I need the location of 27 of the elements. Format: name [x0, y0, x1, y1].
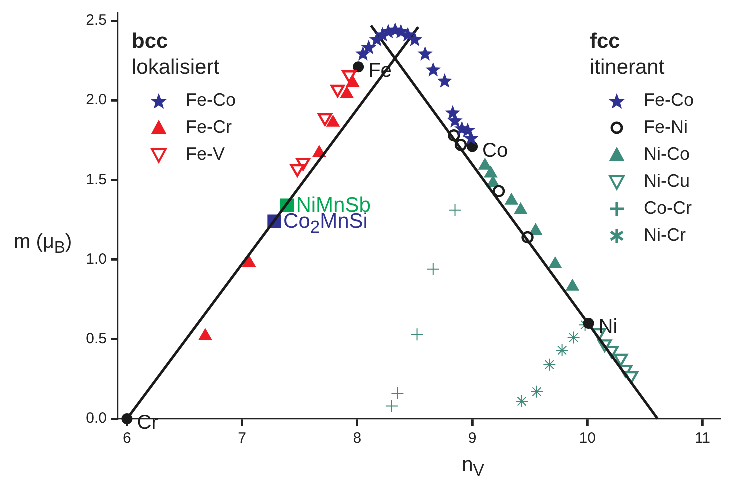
annotation: Co	[482, 140, 508, 162]
legend-label: Fe-V	[186, 144, 226, 165]
y-tick-label: 1.0	[86, 250, 107, 268]
x-axis-title: n$_{V}$	[462, 454, 484, 480]
legend-label: Fe-Co	[186, 90, 236, 111]
text: bcc lokalisiert	[132, 30, 220, 79]
legend-label: Ni-Cu	[644, 171, 690, 192]
legend-label: Fe-Ni	[644, 117, 688, 138]
y-tick-label: 2.5	[86, 12, 107, 30]
y-tick-label: 2.0	[86, 92, 107, 109]
x-tick-label: 8	[353, 430, 362, 448]
annotation: Ni	[598, 316, 618, 338]
legend-label: Fe-Cr	[186, 117, 232, 138]
legend-label: Ni-Co	[644, 144, 690, 165]
y-axis-title: m (μ$_{B}$)	[14, 231, 72, 258]
y-tick-label: 0.5	[86, 330, 107, 348]
text: fcc itinerant	[590, 30, 665, 79]
legend-label: Fe-Co	[644, 90, 694, 111]
legend-label: Ni-Cr	[644, 225, 686, 246]
y-tick-label: 0.0	[86, 410, 107, 428]
x-tick-label: 9	[468, 430, 477, 448]
y-tick-label: 1.5	[86, 171, 107, 188]
x-tick-label: 10	[579, 430, 596, 448]
x-tick-label: 6	[123, 430, 132, 448]
legend-label: Co-Cr	[644, 198, 692, 219]
x-tick-label: 7	[238, 430, 246, 448]
x-tick-label: 11	[694, 430, 711, 448]
